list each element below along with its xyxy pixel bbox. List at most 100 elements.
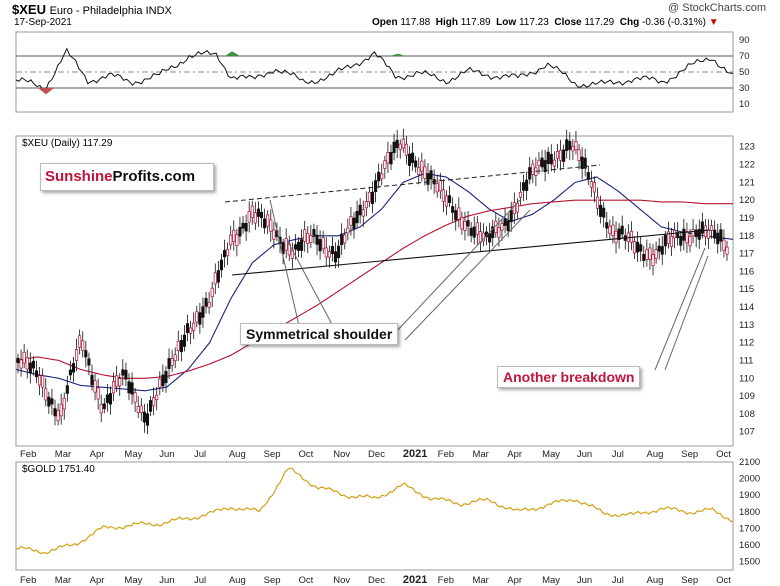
down-arrow-icon: ▼ (708, 17, 719, 28)
price-candle (580, 156, 584, 169)
gold-panel-frame (15, 461, 734, 571)
price-candle (543, 160, 547, 173)
price-candle (229, 234, 233, 246)
gold-x-tick-label: Aug (647, 575, 664, 586)
price-candle (562, 149, 566, 162)
price-x-tick-label: Aug (229, 449, 246, 460)
price-candle (309, 235, 313, 243)
symbol-description: Euro - Philadelphia INDX (49, 5, 172, 17)
price-candle (152, 397, 156, 407)
price-candle (608, 225, 612, 234)
price-tick-label: 119 (739, 213, 754, 224)
price-x-tick-label: Sep (264, 449, 281, 460)
price-candle (272, 229, 276, 240)
price-tick-label: 120 (739, 195, 755, 206)
price-candle (358, 204, 362, 216)
price-candle (531, 163, 535, 175)
gold-tick-label: 1600 (739, 540, 760, 551)
price-candle (599, 204, 603, 217)
price-candle (189, 327, 193, 334)
price-candle (700, 221, 704, 234)
low-label: Low (496, 17, 517, 28)
price-candle (460, 217, 464, 230)
ma-long-line (15, 199, 733, 379)
price-candle (475, 222, 479, 235)
gold-x-tick-label: Apr (90, 575, 105, 586)
price-candle (411, 152, 415, 163)
close-value: 117.29 (584, 17, 615, 28)
price-candle (327, 251, 331, 258)
price-candle (318, 239, 322, 252)
price-candle (571, 145, 575, 152)
price-candle (241, 222, 245, 229)
ohlc-readout: Open 117.88 High 117.89 Low 117.23 Close… (372, 17, 719, 28)
annotation-pointer (286, 239, 336, 331)
price-candle (306, 233, 310, 244)
price-candle (716, 232, 720, 245)
price-candle (386, 152, 390, 164)
price-tick-label: 116 (739, 266, 754, 277)
price-candle (503, 218, 507, 226)
price-candle (105, 394, 109, 403)
price-candle (414, 160, 418, 168)
price-candle (263, 218, 267, 229)
gold-tick-label: 1700 (739, 523, 760, 534)
gold-x-tick-label: Feb (20, 575, 36, 586)
gold-price-line (15, 467, 734, 555)
rsi-tick-label: 70 (739, 51, 750, 62)
price-candle (266, 214, 270, 227)
price-candle (90, 374, 94, 386)
chart-layers: 90 70 50 30 10 123 122 121 120 119 118 117 116 115 114… (15, 35, 760, 586)
price-x-tick-label: May (542, 449, 560, 460)
price-candle (725, 246, 729, 255)
price-candle (96, 387, 100, 400)
price-candle (222, 250, 227, 258)
price-candle (673, 230, 677, 239)
price-candle (605, 222, 609, 229)
gold-x-tick-label: Oct (298, 575, 313, 586)
chg-value: -0.36 (-0.31%) (642, 17, 706, 28)
upper-trendline (224, 164, 601, 203)
price-candle (53, 408, 57, 417)
gold-x-tick-label: Jun (159, 575, 174, 586)
stockcharts-logo[interactable]: @ StockCharts.com (668, 2, 766, 14)
chart-date: 17-Sep-2021 (14, 17, 72, 28)
price-candle (158, 378, 162, 388)
price-x-tick-label: Oct (716, 449, 731, 460)
price-candle (370, 191, 375, 204)
price-candle (38, 375, 42, 386)
price-candle (247, 211, 251, 223)
price-candle (651, 254, 655, 267)
price-candle (457, 207, 461, 220)
price-candle (355, 210, 359, 224)
price-candle (25, 357, 29, 370)
chart-header: $XEU Euro - Philadelphia INDX 17-Sep-202… (0, 0, 780, 30)
gold-x-tick-label: Apr (507, 575, 522, 586)
price-candle (555, 151, 560, 159)
price-candle (210, 287, 214, 298)
price-candle (713, 229, 717, 239)
price-candle (41, 375, 45, 388)
price-candle (642, 253, 646, 261)
price-candle (398, 143, 402, 150)
price-x-tick-label: Feb (20, 449, 36, 460)
price-candle (389, 152, 393, 165)
price-candle (81, 340, 85, 351)
symmetrical-shoulder-annotation: Symmetrical shoulder (240, 323, 399, 345)
gold-x-tick-label: Mar (472, 575, 488, 586)
gold-x-tick-label: Jul (194, 575, 206, 586)
rsi-oversold-fill (38, 88, 54, 95)
price-candle (392, 141, 396, 153)
gold-x-tick-label: Oct (716, 575, 731, 586)
price-candle (62, 398, 66, 410)
rsi-tick-label: 30 (739, 83, 750, 94)
price-x-tick-label: 2021 (403, 448, 427, 460)
price-x-tick-label: Jul (194, 449, 206, 460)
price-candle (296, 241, 301, 251)
price-candle (676, 232, 680, 239)
price-candle (130, 382, 134, 395)
low-value: 117.23 (518, 17, 549, 28)
price-candle (216, 270, 220, 283)
price-tick-label: 111 (739, 355, 753, 366)
